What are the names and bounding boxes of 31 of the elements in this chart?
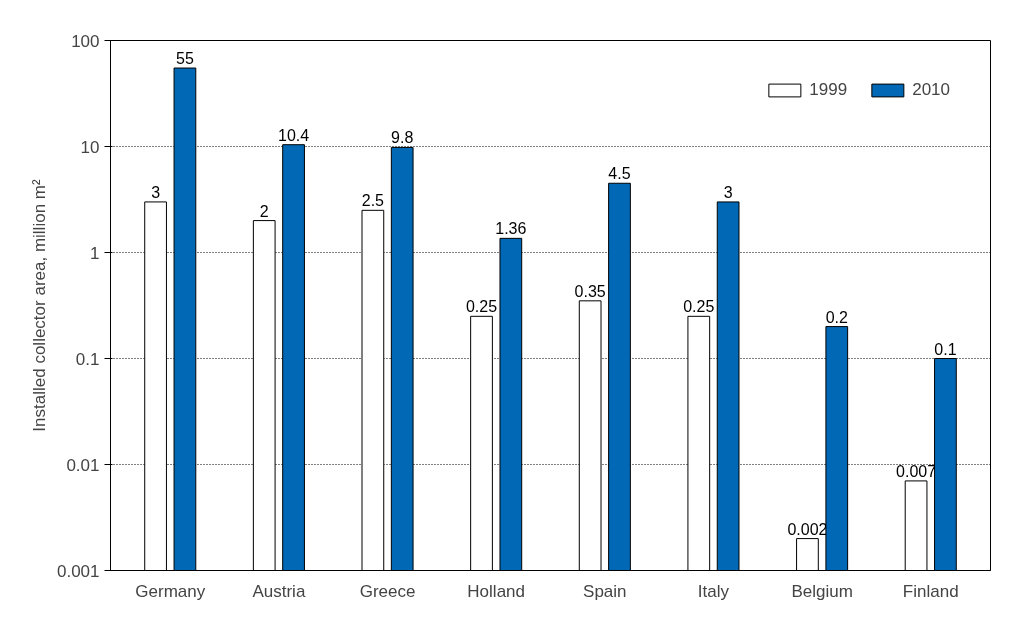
y-tick-label: 100 xyxy=(71,31,100,51)
data-label: 0.25 xyxy=(465,298,498,316)
data-label: 4.5 xyxy=(608,165,631,183)
data-label: 0.25 xyxy=(683,298,715,316)
x-tick-label: Spain xyxy=(583,581,627,601)
y-tick-label: 1 xyxy=(90,243,100,263)
legend-label: 1999 xyxy=(809,80,848,100)
data-label: 2.5 xyxy=(361,192,385,210)
data-label: 0.35 xyxy=(574,282,606,300)
x-tick-label: Belgium xyxy=(791,581,853,601)
data-label: 0.1 xyxy=(934,340,957,358)
x-tick-label: Holland xyxy=(467,581,526,601)
data-label: 3 xyxy=(151,183,161,201)
y-tick-label: 10 xyxy=(80,137,100,157)
data-label: 1.36 xyxy=(495,220,527,238)
data-label: 0.2 xyxy=(825,308,848,326)
data-label: 2 xyxy=(259,202,269,220)
x-tick-label: Greece xyxy=(359,581,416,601)
data-label: 3 xyxy=(723,183,733,201)
y-tick-label: 0.001 xyxy=(56,561,100,581)
x-tick-label: Austria xyxy=(252,581,306,601)
x-tick-label: Italy xyxy=(697,581,730,601)
data-label: 9.8 xyxy=(391,129,414,147)
data-label: 55 xyxy=(176,50,194,68)
data-label: 10.4 xyxy=(277,126,310,144)
y-tick-label: 0.01 xyxy=(66,455,100,475)
x-tick-label: Finland xyxy=(902,581,959,601)
y-tick-label: 0.1 xyxy=(75,349,100,369)
legend-label: 2010 xyxy=(912,80,950,100)
x-tick-label: Germany xyxy=(135,581,206,601)
y-axis-title: Installed collector area, million m² xyxy=(29,179,49,432)
